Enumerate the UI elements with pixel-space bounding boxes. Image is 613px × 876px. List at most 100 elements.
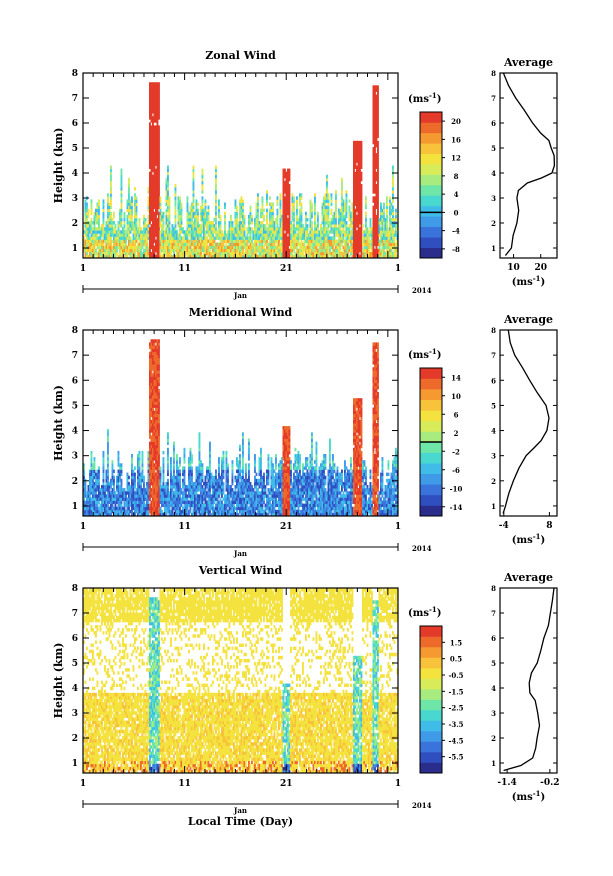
heatmap-cell: [84, 217, 87, 222]
heatmap-cell: [155, 426, 157, 430]
heatmap-cell: [201, 199, 204, 203]
heatmap-cell: [152, 376, 154, 380]
heatmap-cell: [218, 245, 220, 250]
heatmap-cell: [191, 233, 193, 237]
heatmap-cell: [282, 205, 285, 210]
heatmap-cell: [134, 187, 136, 191]
heatmap-cell: [113, 491, 115, 495]
heatmap-cell: [152, 156, 154, 160]
heatmap-cell: [101, 230, 103, 234]
heatmap-cell: [311, 202, 313, 206]
heatmap-cell: [375, 153, 378, 157]
heatmap-cell: [98, 227, 100, 231]
heatmap-cell: [354, 187, 357, 191]
heatmap-cell: [155, 230, 157, 234]
heatmap-cell: [377, 193, 379, 197]
heatmap-cell: [150, 385, 153, 390]
heatmap-cell: [134, 193, 136, 197]
heatmap-cell: [287, 180, 289, 185]
heatmap-cell: [114, 224, 117, 228]
heatmap-cell: [342, 227, 345, 231]
heatmap-cell: [147, 485, 150, 489]
heatmap-cell: [191, 214, 193, 219]
heatmap-cell: [197, 208, 199, 213]
heatmap-cell: [197, 217, 199, 222]
heatmap-cell: [144, 221, 147, 225]
heatmap-cell: [113, 221, 115, 225]
heatmap-cell: [96, 251, 99, 256]
heatmap-cell: [149, 382, 151, 387]
heatmap-cell: [108, 205, 111, 210]
heatmap-cell: [284, 208, 286, 213]
heatmap-cell: [93, 500, 96, 504]
heatmap-cell: [192, 165, 195, 169]
heatmap-cell: [200, 224, 202, 228]
heatmap-cell: [375, 202, 378, 206]
heatmap-cell: [342, 214, 345, 219]
heatmap-cell: [311, 251, 313, 256]
heatmap-cell: [149, 82, 151, 86]
heatmap-cell: [263, 236, 265, 240]
heatmap-cell: [374, 242, 376, 247]
heatmap-cell: [227, 248, 229, 253]
heatmap-cell: [332, 239, 334, 243]
heatmap-cell: [206, 224, 208, 228]
heatmap-cell: [90, 460, 93, 464]
heatmap-cell: [258, 248, 261, 253]
heatmap-cell: [177, 202, 180, 206]
heatmap-cell: [143, 494, 145, 498]
heatmap-cell: [338, 251, 340, 256]
heatmap-cell: [108, 509, 111, 514]
heatmap-cell: [167, 438, 169, 442]
heatmap-cell: [341, 239, 343, 243]
heatmap-cell: [254, 224, 256, 228]
heatmap-cell: [375, 239, 378, 243]
heatmap-cell: [242, 239, 244, 243]
heatmap-cell: [354, 242, 357, 247]
heatmap-cell: [162, 485, 165, 489]
heatmap-cell: [378, 254, 381, 258]
heatmap-cell: [107, 242, 109, 247]
heatmap-cell: [167, 254, 169, 258]
heatmap-cell: [113, 497, 115, 501]
heatmap-cell: [174, 224, 177, 228]
heatmap-cell: [156, 370, 159, 374]
heatmap-cell: [128, 224, 130, 228]
heatmap-cell: [98, 254, 100, 258]
heatmap-cell: [107, 196, 109, 200]
heatmap-cell: [248, 217, 250, 222]
heatmap-cell: [137, 466, 139, 470]
heatmap-cell: [171, 224, 174, 228]
heatmap-cell: [153, 239, 156, 243]
heatmap-cell: [99, 230, 102, 234]
heatmap-cell: [246, 245, 249, 250]
heatmap-cell: [279, 245, 282, 250]
heatmap-cell: [152, 110, 154, 114]
heatmap-cell: [122, 491, 124, 495]
heatmap-cell: [155, 475, 157, 480]
heatmap-cell: [330, 254, 333, 258]
heatmap-cell: [140, 236, 142, 240]
heatmap-cell: [207, 251, 210, 256]
heatmap-cell: [207, 233, 210, 237]
heatmap-cell: [128, 184, 130, 188]
heatmap-cell: [222, 233, 225, 237]
heatmap-cell: [179, 196, 181, 200]
heatmap-cell: [179, 227, 181, 231]
heatmap-cell: [189, 236, 192, 240]
heatmap-cell: [113, 239, 115, 243]
heatmap-cell: [119, 509, 121, 514]
heatmap-cell: [152, 221, 154, 225]
heatmap-cell: [194, 224, 196, 228]
heatmap-cell: [141, 239, 144, 243]
heatmap-cell: [291, 227, 294, 231]
heatmap-cell: [381, 221, 384, 225]
heatmap-cell: [123, 224, 126, 228]
heatmap-cell: [83, 503, 85, 508]
heatmap-cell: [161, 239, 163, 243]
average-y-tick-label: 5: [491, 144, 496, 153]
heatmap-cell: [93, 239, 96, 243]
heatmap-cell: [366, 230, 369, 234]
heatmap-cell: [90, 450, 93, 455]
heatmap-cell: [386, 251, 388, 256]
